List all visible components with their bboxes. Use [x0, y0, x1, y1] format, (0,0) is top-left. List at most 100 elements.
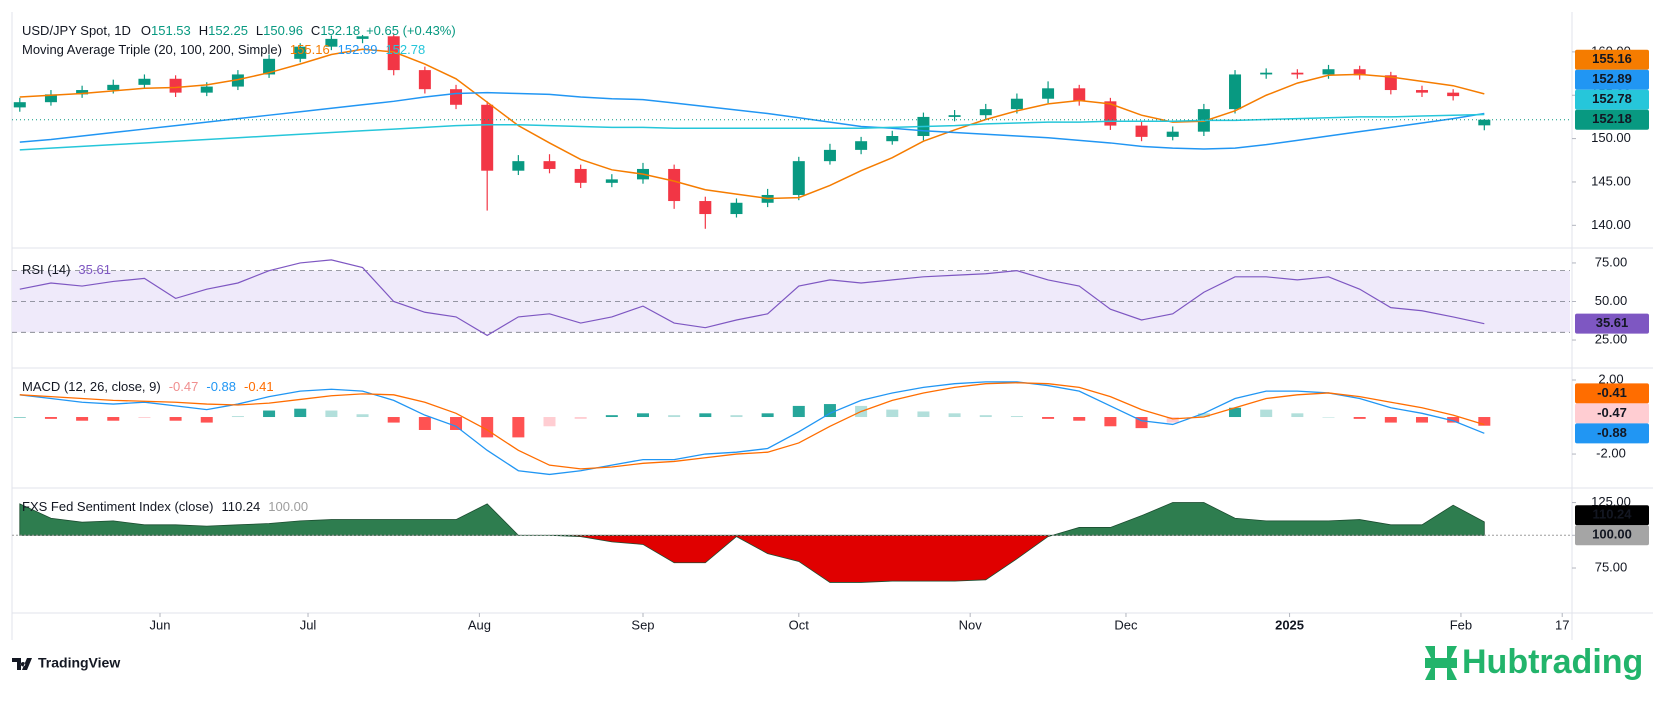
x-tick-label: Sep	[631, 617, 654, 632]
x-tick-label: 2025	[1275, 617, 1304, 632]
legend-line: Moving Average Triple (20, 100, 200, Sim…	[22, 42, 425, 57]
macd-histogram-bar	[387, 417, 400, 423]
price-label-box	[1575, 423, 1649, 444]
macd-histogram-bar	[574, 417, 587, 419]
macd-histogram-bar	[200, 417, 213, 423]
price-label-box	[1575, 313, 1649, 334]
macd-histogram-bar	[263, 410, 276, 418]
candle-body	[13, 102, 26, 108]
platform-name: TradingView	[38, 655, 120, 671]
legend-item: 152.89	[338, 42, 378, 57]
moving-average-line	[19, 48, 1485, 200]
candle-body	[1291, 72, 1304, 75]
macd-histogram-bar	[1229, 407, 1242, 418]
legend-item: USD/JPY Spot, 1D	[22, 23, 131, 38]
legend-item: 110.24	[221, 499, 260, 514]
candle-body	[1260, 72, 1273, 75]
price-label-box	[1575, 383, 1649, 404]
macd-histogram-bar	[418, 417, 431, 430]
legend-item: 35.61	[78, 262, 111, 277]
candle-body	[1415, 90, 1428, 93]
candle-body	[231, 74, 244, 87]
candle-body	[855, 141, 868, 150]
price-label: 110.24	[1592, 507, 1632, 522]
candle-body	[169, 78, 182, 93]
macd-histogram-bar	[668, 415, 681, 418]
price-label-box	[1575, 89, 1649, 110]
x-tick-label: Jun	[150, 617, 171, 632]
watermark-text: Hubtrading	[1462, 643, 1643, 681]
rsi-line	[19, 259, 1485, 337]
candle-body	[294, 46, 307, 59]
legend-item: C	[311, 23, 320, 38]
macd-histogram-bar	[356, 414, 369, 418]
price-label: -0.41	[1597, 385, 1627, 400]
price-label: 155.16	[1592, 51, 1632, 66]
candle-body	[418, 70, 431, 90]
tradingview-logo: TradingView	[12, 655, 120, 671]
logo-icon	[12, 658, 32, 670]
y-tick-label: 25.00	[1595, 331, 1628, 346]
y-tick-label: 125.00	[1591, 494, 1631, 509]
legend-item: RSI (14)	[22, 262, 70, 277]
legend-item: FXS Fed Sentiment Index (close)	[22, 499, 213, 514]
legend-item: 150.96	[263, 23, 303, 38]
legend-line: MACD (12, 26, close, 9) -0.47 -0.88 -0.41	[22, 379, 274, 394]
macd-line	[19, 381, 1485, 476]
plot-area	[12, 34, 1570, 583]
legend-line: FXS Fed Sentiment Index (close) 110.24 100…	[22, 499, 308, 514]
candle-body	[979, 109, 992, 116]
candle-body	[1104, 101, 1117, 126]
candle-body	[605, 179, 618, 183]
macd-histogram-bar	[605, 415, 618, 418]
candle-body	[668, 168, 681, 202]
price-label: 152.78	[1592, 91, 1632, 106]
legend-item: H	[199, 23, 208, 38]
macd-histogram-bar	[792, 405, 805, 418]
candle-body	[263, 58, 276, 75]
legend-item: 151.53	[151, 23, 191, 38]
candle-body	[44, 94, 57, 103]
macd-histogram-bar	[761, 413, 774, 418]
price-label: 152.89	[1592, 71, 1632, 86]
macd-histogram-bar	[886, 409, 899, 418]
candle-body	[543, 161, 556, 169]
macd-histogram-bar	[107, 417, 120, 421]
macd-histogram-bar	[1415, 417, 1428, 423]
macd-histogram-bar	[13, 417, 26, 418]
macd-histogram-bar	[543, 417, 556, 427]
candle-body	[730, 202, 743, 215]
macd-histogram-bar	[1010, 416, 1023, 418]
y-tick-label: 75.00	[1595, 254, 1628, 269]
candle-body	[1478, 119, 1491, 126]
legend-item: -0.47	[169, 379, 199, 394]
legend-item: L	[256, 23, 263, 38]
sentiment-area	[19, 502, 1485, 583]
legend-item: 100.00	[268, 499, 308, 514]
y-tick-label: 2.00	[1598, 371, 1623, 386]
macd-histogram-bar	[1384, 417, 1397, 423]
y-tick-label: 140.00	[1591, 217, 1631, 232]
candle-body	[1384, 75, 1397, 91]
macd-histogram-bar	[138, 417, 151, 418]
macd-histogram-bar	[231, 416, 244, 418]
legend-item: 155.16	[290, 42, 330, 57]
candle-body	[138, 78, 151, 85]
candle-body	[1447, 92, 1460, 97]
macd-histogram-bar	[699, 413, 712, 418]
signal-line	[19, 382, 1485, 470]
price-label-box	[1575, 525, 1649, 546]
price-label-box	[1575, 69, 1649, 90]
legend-item: Moving Average Triple (20, 100, 200, Sim…	[22, 42, 282, 57]
macd-histogram-bar	[1197, 413, 1210, 418]
price-label-box	[1575, 505, 1649, 526]
macd-histogram-bar	[1322, 417, 1335, 418]
price-label-box	[1575, 49, 1649, 70]
macd-histogram-bar	[169, 417, 182, 421]
legend-item: 152.25	[208, 23, 248, 38]
macd-histogram-bar	[1447, 417, 1460, 423]
macd-histogram-bar	[325, 410, 338, 418]
macd-histogram-bar	[730, 415, 743, 418]
